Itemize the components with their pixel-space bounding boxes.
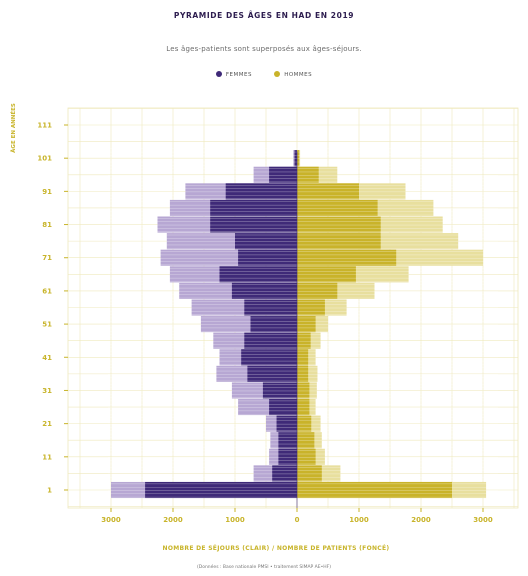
chart-subtitle: Les âges-patients sont superposés aux âg… [166, 45, 362, 53]
y-tick-label: 61 [42, 287, 52, 295]
y-tick-label: 81 [42, 221, 52, 229]
bar-femmes-patients [262, 382, 297, 399]
bar-femmes-patients [294, 150, 297, 167]
y-tick-label: 21 [42, 420, 52, 428]
bar-hommes-patients [297, 432, 315, 449]
bar-hommes-patients [297, 199, 378, 216]
bar-femmes-patients [244, 332, 297, 349]
bar-femmes-patients [238, 249, 297, 266]
legend-item-hommes: HOMMES [274, 71, 312, 78]
bar-hommes-patients [297, 415, 312, 432]
y-tick-label: 1 [47, 487, 52, 495]
bar-femmes-patients [219, 266, 297, 283]
chart-source-caption: (Données : Base nationale PMSI • traitem… [196, 565, 331, 570]
bar-femmes-patients [269, 399, 297, 416]
bar-femmes-patients [244, 299, 297, 316]
y-tick-label: 11 [42, 453, 52, 461]
legend-swatch-hommes [274, 71, 281, 77]
bar-hommes-patients [297, 349, 309, 366]
bar-femmes-patients [278, 432, 297, 449]
bar-femmes-patients [269, 166, 297, 183]
bar-hommes-patients [297, 316, 316, 333]
bar-hommes-patients [297, 382, 310, 399]
y-tick-label: 111 [37, 122, 52, 130]
x-tick-label: 1000 [349, 516, 369, 524]
x-tick-label: 0 [295, 516, 300, 524]
bar-hommes-patients [297, 233, 381, 250]
bar-hommes-patients [297, 332, 311, 349]
bar-hommes-patients [297, 465, 322, 482]
bar-femmes-patients [210, 199, 297, 216]
bar-femmes-patients [272, 465, 297, 482]
legend-label-femmes: FEMMES [225, 72, 252, 78]
bar-hommes-patients [297, 150, 300, 167]
chart-legend: FEMMES HOMMES [0, 71, 528, 78]
x-tick-label: 3000 [101, 516, 121, 524]
legend-item-femmes: FEMMES [215, 71, 252, 78]
x-tick-label: 1000 [225, 516, 245, 524]
y-tick-label: 31 [42, 387, 52, 395]
x-tick-label: 2000 [163, 516, 183, 524]
bar-femmes-patients [250, 316, 297, 333]
bar-hommes-patients [297, 216, 381, 233]
bar-femmes-patients [225, 183, 297, 200]
bar-femmes-patients [235, 233, 297, 250]
bar-femmes-patients [241, 349, 297, 366]
y-tick-label: 41 [42, 354, 52, 362]
y-tick-label: 101 [37, 155, 52, 163]
bar-hommes-patients [297, 399, 310, 416]
bar-hommes-patients [297, 299, 325, 316]
chart-bars [108, 148, 498, 499]
legend-swatch-femmes [215, 71, 222, 77]
bar-hommes-patients [297, 166, 319, 183]
x-axis-label: NOMBRE DE SÉJOURS (CLAIR) / NOMBRE DE PA… [163, 544, 390, 552]
bar-femmes-patients [145, 481, 297, 499]
chart-title: PYRAMIDE DES ÂGES EN HAD EN 2019 [173, 11, 355, 20]
bar-hommes-patients [297, 365, 309, 382]
bar-femmes-patients [278, 448, 297, 465]
x-tick-label: 3000 [473, 516, 493, 524]
bar-hommes-patients [297, 481, 452, 499]
legend-label-hommes: HOMMES [284, 72, 313, 78]
bar-hommes-patients [297, 266, 356, 283]
y-tick-label: 51 [42, 321, 52, 329]
plot-frame [67, 107, 519, 509]
bar-femmes-patients [210, 216, 297, 233]
bar-femmes-patients [247, 365, 297, 382]
bar-hommes-patients [297, 183, 359, 200]
x-tick-label: 2000 [411, 516, 431, 524]
bar-hommes-patients [297, 249, 397, 266]
bar-hommes-patients [297, 448, 316, 465]
bar-femmes-patients [276, 415, 297, 432]
y-tick-label: 71 [42, 254, 52, 262]
bar-femmes-patients [231, 282, 297, 299]
y-tick-label: 91 [42, 188, 52, 196]
bar-hommes-patients [297, 282, 338, 299]
y-axis-label: ÂGE EN ANNÉES [9, 103, 17, 153]
